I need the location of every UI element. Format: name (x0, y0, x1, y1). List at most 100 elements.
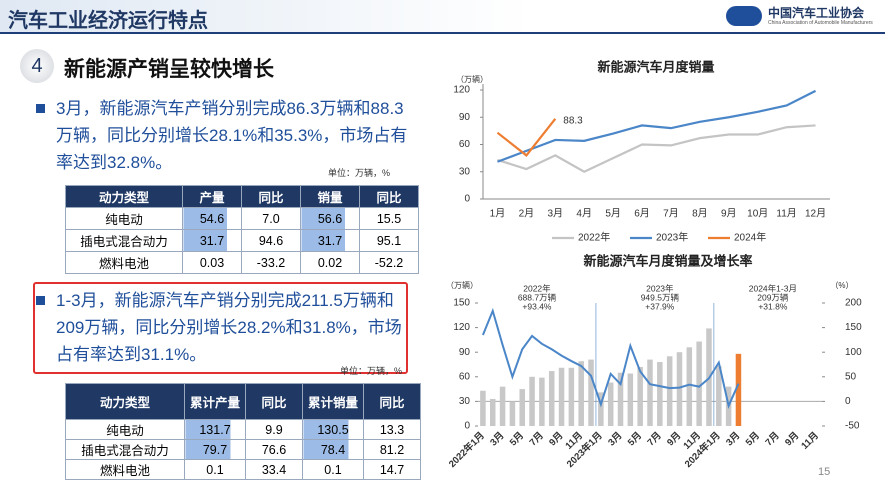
bar (480, 390, 486, 426)
table-cell: 79.7 (184, 439, 246, 460)
bullet-text: 3月，新能源汽车产销分别完成86.3万辆和88.3万辆，同比分别增长28.1%和… (56, 99, 408, 172)
table-cell: 7.0 (241, 207, 301, 230)
x-tick-label: 5月 (626, 430, 644, 448)
table-row: 插电式混合动力 31.7 94.6 31.7 95.1 (65, 229, 419, 252)
y-axis-label: （万辆） (456, 74, 488, 84)
y-axis-label: （万辆） (446, 280, 478, 290)
bar (735, 353, 742, 426)
table-cell: 13.3 (363, 419, 421, 440)
table-cell: 31.7 (182, 229, 242, 252)
header-title: 汽车工业经济运行特点 (8, 10, 208, 32)
y-tick-label: 60 (459, 139, 471, 150)
y-tick-label: 150 (453, 298, 470, 309)
table-cell: 131.7 (184, 419, 246, 440)
x-tick-label: 3月 (606, 430, 624, 448)
header-cell: 动力类型 (65, 185, 183, 208)
y-tick-label: 60 (459, 371, 471, 382)
bar (558, 367, 565, 426)
header-cell: 同比 (359, 185, 419, 208)
bar (519, 389, 525, 426)
x-tick-label: 11月 (799, 430, 821, 452)
bar (568, 367, 575, 426)
annotation: 2024年1-3月 (749, 283, 797, 293)
table-cell: 76.6 (245, 439, 303, 460)
bar (598, 392, 604, 426)
x-tick-label: 7月 (528, 430, 546, 448)
line-series (497, 89, 817, 163)
annotation: +93.4% (522, 301, 552, 311)
header-bar: 汽车工业经济运行特点 中国汽车工业协会 China Association of… (0, 0, 885, 34)
table-cell: 燃料电池 (65, 459, 185, 480)
table-cell: 纯电动 (65, 207, 183, 230)
logo-en: China Association of Automobile Manufact… (768, 20, 873, 26)
annotation: +31.8% (758, 301, 788, 311)
data-label: 88.3 (563, 115, 583, 126)
bar (657, 362, 663, 426)
bar (539, 377, 545, 426)
y2-tick-label: -50 (845, 421, 860, 432)
x-tick-label: 7月 (645, 430, 663, 448)
table-cell: 插电式混合动力 (65, 439, 185, 460)
bar (716, 366, 722, 426)
header-cell: 动力类型 (65, 383, 185, 420)
bar (607, 382, 614, 426)
table-cell: 0.03 (182, 251, 242, 274)
table-cell: 56.6 (300, 207, 360, 230)
y2-tick-label: 100 (845, 347, 862, 358)
table-cell: 95.1 (359, 229, 419, 252)
bar (489, 398, 496, 426)
table-header-row: 动力类型 产量 同比 销量 同比 (65, 185, 419, 208)
table-cell: 燃料电池 (65, 251, 183, 274)
y-tick-label: 90 (459, 347, 471, 358)
table-header-row: 动力类型 累计产量 同比 累计销量 同比 (65, 383, 421, 420)
header-cell: 同比 (363, 383, 421, 420)
bar (627, 373, 634, 426)
x-tick-label: 5月 (605, 208, 621, 220)
table-row: 纯电动 131.7 9.9 130.5 13.3 (65, 419, 421, 440)
legend-label: 2022年 (578, 231, 610, 244)
header-cell: 同比 (245, 383, 303, 420)
x-tick-label: 5月 (508, 430, 526, 448)
x-tick-label: 9月 (721, 208, 737, 220)
table-cell: 9.9 (245, 419, 303, 440)
x-tick-label: 7月 (663, 208, 679, 220)
bar (617, 372, 624, 426)
y2-tick-label: 50 (845, 371, 857, 382)
table-row: 燃料电池 0.1 33.4 0.1 14.7 (65, 459, 421, 480)
table-cell: 81.2 (363, 439, 421, 460)
y2-axis-label: （%） (830, 281, 853, 290)
bullet-marker (36, 104, 45, 113)
y-tick-label: 30 (459, 396, 471, 407)
data-table: 动力类型 累计产量 同比 累计销量 同比 纯电动 131.7 9.9 130.5 13.3 插电式混… (65, 383, 421, 480)
table-cell: 54.6 (182, 207, 242, 230)
bar (548, 371, 555, 426)
y2-tick-label: 150 (845, 322, 862, 333)
table-row: 插电式混合动力 79.7 76.6 78.4 81.2 (65, 439, 421, 460)
section-number: 4 (20, 49, 54, 83)
legend-label: 2024年 (734, 231, 766, 244)
annotation: 2022年 (523, 283, 551, 293)
bar (529, 376, 535, 426)
x-tick-label: 8月 (692, 208, 708, 220)
x-tick-label: 4月 (576, 208, 592, 220)
data-table: 动力类型 产量 同比 销量 同比 纯电动 54.6 7.0 56.6 15.5 插电式混合动力 31.… (65, 185, 419, 274)
x-tick-label: 3月 (488, 430, 506, 448)
x-tick-label: 9月 (783, 430, 801, 448)
table-cell: 78.4 (302, 439, 364, 460)
logo-cn: 中国汽车工业协会 (768, 6, 865, 20)
x-tick-label: 7月 (763, 430, 781, 448)
table-cell: 纯电动 (65, 419, 185, 440)
x-tick-label: 11月 (776, 208, 796, 220)
bar (696, 341, 702, 426)
page-number: 15 (818, 466, 831, 478)
x-tick-label: 10月 (747, 208, 768, 220)
chart-title: 新能源汽车月度销量 (597, 59, 714, 74)
table-cell: 14.7 (363, 459, 421, 480)
y-tick-label: 120 (453, 322, 470, 333)
header-cell: 产量 (182, 185, 242, 208)
bar (578, 361, 584, 426)
annotation: +37.9% (645, 301, 675, 311)
annotation: 949.5万辆 (641, 292, 680, 302)
y-tick-label: 0 (464, 421, 470, 432)
annotation: 688.7万辆 (518, 292, 557, 302)
